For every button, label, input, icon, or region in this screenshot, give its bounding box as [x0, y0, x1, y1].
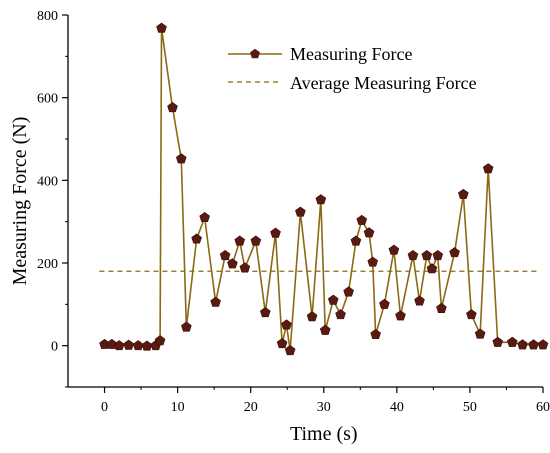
force-point — [175, 153, 187, 164]
x-tick-label: 0 — [101, 400, 108, 415]
force-point — [250, 235, 262, 246]
force-point — [113, 340, 125, 351]
force-point — [421, 249, 433, 261]
force-point — [270, 227, 281, 238]
legend-average-label: Average Measuring Force — [290, 73, 477, 93]
force-point — [350, 235, 362, 246]
y-axis-title: Measuring Force (N) — [9, 117, 31, 286]
force-point — [356, 214, 368, 225]
x-tick-label: 50 — [463, 400, 477, 415]
x-tick-label: 20 — [244, 400, 258, 415]
force-point — [407, 249, 419, 261]
force-point — [219, 249, 231, 261]
force-point — [227, 258, 238, 269]
force-point — [154, 335, 166, 346]
force-point — [432, 249, 444, 261]
force-point — [492, 336, 503, 347]
force-series-markers — [99, 22, 549, 356]
force-point — [379, 298, 390, 309]
force-point — [343, 286, 354, 297]
x-tick-label: 10 — [171, 400, 185, 415]
force-point — [327, 294, 339, 305]
force-point — [234, 235, 246, 246]
axes — [67, 15, 543, 388]
y-tick-label: 800 — [37, 9, 58, 24]
force-point — [281, 319, 292, 330]
force-point — [167, 102, 178, 113]
y-tick-label: 600 — [37, 92, 58, 107]
force-point — [367, 256, 379, 267]
force-point — [210, 296, 221, 307]
force-point — [239, 262, 251, 273]
force-point — [156, 22, 167, 33]
force-point — [306, 311, 318, 322]
force-point — [106, 338, 118, 349]
force-point — [132, 340, 144, 351]
force-point — [507, 336, 518, 347]
force-point — [436, 302, 447, 313]
force-point — [335, 309, 346, 320]
x-tick-label: 40 — [390, 400, 404, 415]
force-point — [260, 307, 271, 318]
legend-force-label: Measuring Force — [290, 44, 412, 64]
force-point — [474, 328, 486, 339]
force-point — [123, 339, 134, 350]
force-point — [141, 340, 153, 351]
force-point — [537, 339, 549, 350]
tick-marks — [62, 14, 544, 393]
force-point — [370, 328, 381, 340]
force-point — [191, 233, 202, 244]
force-point — [199, 211, 210, 223]
force-point — [284, 345, 296, 356]
force-point — [458, 188, 469, 199]
force-point — [426, 263, 438, 274]
force-point — [276, 338, 288, 349]
force-point — [181, 321, 192, 332]
force-point — [482, 163, 494, 174]
y-tick-label: 0 — [51, 340, 58, 355]
force-point — [466, 309, 477, 320]
legend-force-swatch-marker — [250, 48, 260, 59]
y-tick-label: 400 — [37, 174, 58, 189]
x-axis-title: Time (s) — [290, 423, 358, 445]
legend: Measuring Force Average Measuring Force — [228, 44, 477, 93]
x-tick-label: 30 — [317, 400, 331, 415]
y-tick-label: 200 — [37, 257, 58, 272]
force-point — [319, 324, 331, 335]
force-point — [395, 310, 406, 321]
force-point — [363, 227, 375, 238]
force-point — [315, 194, 327, 205]
force-point — [295, 206, 306, 217]
force-point — [414, 295, 425, 306]
force-point — [528, 339, 539, 350]
force-series-line — [104, 27, 543, 352]
force-point — [449, 247, 460, 258]
force-point — [388, 244, 400, 255]
force-point — [517, 339, 528, 350]
x-tick-label: 60 — [536, 400, 550, 415]
